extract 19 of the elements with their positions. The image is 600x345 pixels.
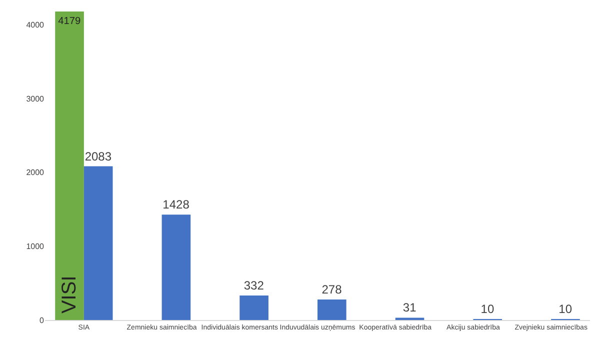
y-tick-label: 1000 xyxy=(26,242,45,251)
data-label: 2083 xyxy=(84,149,112,164)
bar xyxy=(84,166,113,320)
y-tick-label: 4000 xyxy=(26,20,45,30)
data-label: 4179 xyxy=(58,16,82,27)
bar xyxy=(318,299,346,320)
data-label: 278 xyxy=(322,282,342,296)
data-label: 10 xyxy=(480,302,494,316)
series-label: VISI xyxy=(58,276,81,314)
data-label: 10 xyxy=(558,302,572,316)
y-tick-label: 3000 xyxy=(26,94,45,104)
data-label: 1428 xyxy=(162,198,190,212)
y-tick-label: 0 xyxy=(40,316,45,325)
bar xyxy=(55,12,84,320)
bar xyxy=(240,296,268,320)
y-tick-label: 2000 xyxy=(26,168,45,178)
data-label: 332 xyxy=(244,278,264,292)
bar xyxy=(162,214,191,320)
data-label: 31 xyxy=(402,300,417,315)
